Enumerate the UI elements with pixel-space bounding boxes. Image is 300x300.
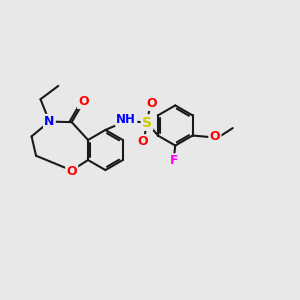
Text: O: O <box>146 97 157 110</box>
Text: O: O <box>78 95 89 108</box>
Text: NH: NH <box>116 113 136 126</box>
Text: S: S <box>142 116 152 130</box>
Text: F: F <box>169 154 178 167</box>
Text: N: N <box>44 115 55 128</box>
Text: O: O <box>210 130 220 143</box>
Text: O: O <box>137 135 148 148</box>
Text: O: O <box>66 164 77 178</box>
